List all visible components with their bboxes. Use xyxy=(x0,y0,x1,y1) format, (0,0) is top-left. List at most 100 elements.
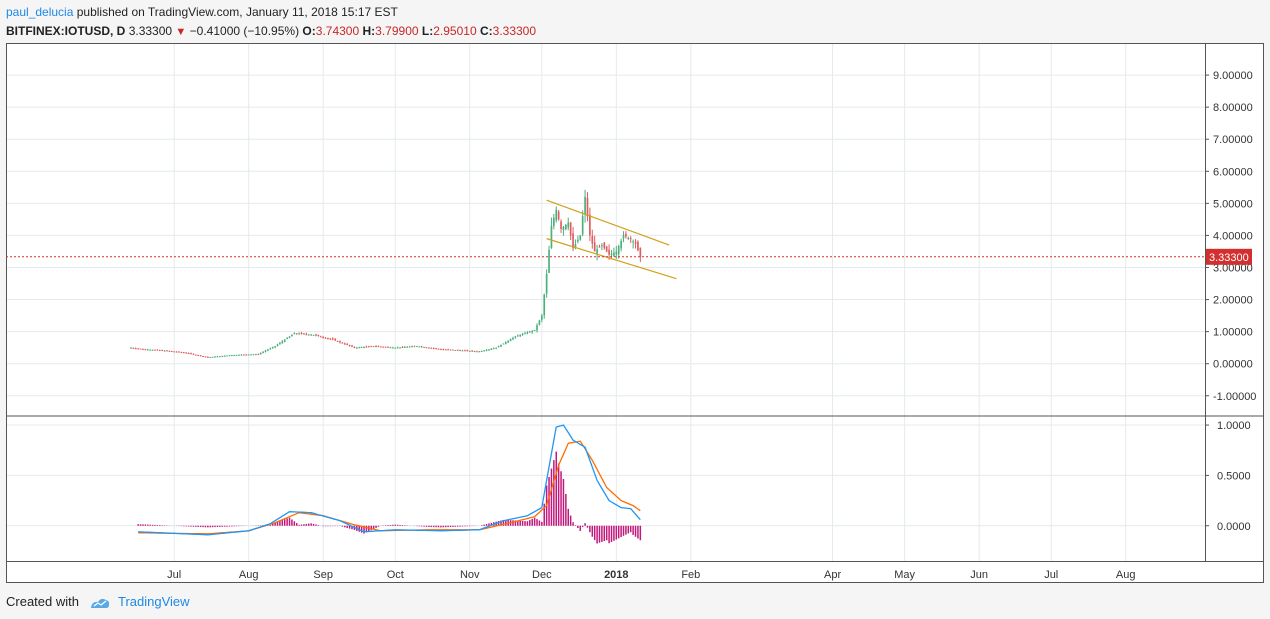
candle-body xyxy=(423,347,425,349)
candle-body xyxy=(605,246,608,252)
candle-body xyxy=(432,348,435,350)
candle-body xyxy=(219,356,221,358)
candle-body xyxy=(490,348,493,350)
candle-body xyxy=(209,357,212,359)
candle-body xyxy=(440,349,442,351)
candle-body xyxy=(187,353,190,355)
candle-body xyxy=(500,344,502,347)
candle-body xyxy=(504,342,507,344)
time-axis-label: Jul xyxy=(167,569,181,581)
candle-body xyxy=(540,315,543,320)
author-link[interactable]: paul_delucia xyxy=(6,5,74,19)
candle-body xyxy=(615,251,618,255)
candle-body xyxy=(413,346,416,348)
candle-body xyxy=(444,349,447,351)
candle-body xyxy=(312,334,315,336)
macd-line xyxy=(138,424,641,536)
price-change: −0.41000 (−10.95%) xyxy=(189,24,300,38)
tradingview-link[interactable]: TradingView xyxy=(118,594,190,609)
candle-body xyxy=(180,352,183,354)
high-value: 3.79900 xyxy=(375,24,419,38)
candle-body xyxy=(430,347,433,349)
last-price-tag-label: 3.33300 xyxy=(1209,252,1249,264)
candle-body xyxy=(226,355,228,357)
candle-body xyxy=(459,350,461,352)
last-price-tag xyxy=(1206,248,1252,265)
candle-body xyxy=(310,334,312,336)
candle-body xyxy=(543,294,546,316)
candle-body xyxy=(161,350,164,352)
candle-body xyxy=(461,350,464,352)
candle-body xyxy=(399,347,401,349)
candle-body xyxy=(336,340,339,342)
candle-body xyxy=(322,337,325,339)
candle-body xyxy=(389,347,392,349)
candle-body xyxy=(360,347,363,349)
candle-body xyxy=(199,355,202,357)
candle-body xyxy=(579,235,582,240)
open-label: O: xyxy=(302,24,316,38)
time-axis-label: Jun xyxy=(970,569,988,581)
candle-body xyxy=(507,340,510,343)
chart-canvas[interactable]: 9.00000 8.00000 7.00000 6.00000 5.00000 4.000… xyxy=(6,43,1264,583)
candle-body xyxy=(569,222,572,236)
candle-body xyxy=(526,332,529,334)
candle-body xyxy=(425,347,428,349)
open-value: 3.74300 xyxy=(315,24,360,38)
candle-body xyxy=(545,273,548,294)
candle-body xyxy=(286,338,288,340)
candle-body xyxy=(315,334,317,336)
candle-body xyxy=(372,346,375,348)
candle-body xyxy=(637,241,639,251)
candle-body xyxy=(276,344,279,347)
time-axis-label: May xyxy=(894,569,915,581)
candle-body xyxy=(327,338,329,340)
candle-body xyxy=(317,334,320,337)
candle-body xyxy=(238,354,240,356)
candle-body xyxy=(182,352,185,354)
candle-body xyxy=(408,346,411,348)
candle-body xyxy=(485,349,488,351)
candle-body xyxy=(194,354,197,356)
candle-body xyxy=(175,351,178,353)
candle-body xyxy=(288,336,291,338)
candle-body xyxy=(567,222,570,228)
chart-area[interactable]: 9.00000 8.00000 7.00000 6.00000 5.00000 4.000… xyxy=(6,43,1264,583)
candle-body xyxy=(411,346,413,348)
candle-body xyxy=(144,349,147,351)
candle-body xyxy=(130,347,132,349)
price-axis-label: 4.00000 xyxy=(1213,230,1253,242)
candle-body xyxy=(252,354,255,356)
candle-body xyxy=(139,348,142,350)
candle-body xyxy=(257,353,260,355)
candle-body xyxy=(632,241,634,243)
candle-body xyxy=(348,344,351,346)
time-axis-label: Aug xyxy=(1116,569,1136,581)
created-with-text: Created with xyxy=(6,594,79,609)
footer: Created with TradingView xyxy=(6,592,190,612)
time-axis-label: Sep xyxy=(313,569,333,581)
candle-body xyxy=(627,237,630,239)
candle-body xyxy=(593,242,596,252)
candle-body xyxy=(557,211,560,220)
candle-body xyxy=(331,338,334,340)
candle-body xyxy=(365,346,368,348)
candle-body xyxy=(577,239,579,242)
price-axis-label: 5.00000 xyxy=(1213,198,1253,210)
candle-body xyxy=(346,343,349,345)
candle-body xyxy=(502,343,505,345)
candle-body xyxy=(428,347,430,349)
candle-body xyxy=(264,350,267,352)
candle-body xyxy=(307,334,310,336)
candle-body xyxy=(492,348,495,350)
candle-body xyxy=(228,355,231,357)
price-axis-label: 6.00000 xyxy=(1213,166,1253,178)
candle-body xyxy=(293,333,296,335)
candle-body xyxy=(548,249,550,273)
candle-body xyxy=(442,349,445,351)
candle-body xyxy=(387,346,389,348)
candle-body xyxy=(514,336,517,338)
chart-header: paul_delucia published on TradingView.co… xyxy=(6,4,1256,40)
price-axis-label: 2.00000 xyxy=(1213,295,1253,307)
candle-body xyxy=(565,224,567,230)
